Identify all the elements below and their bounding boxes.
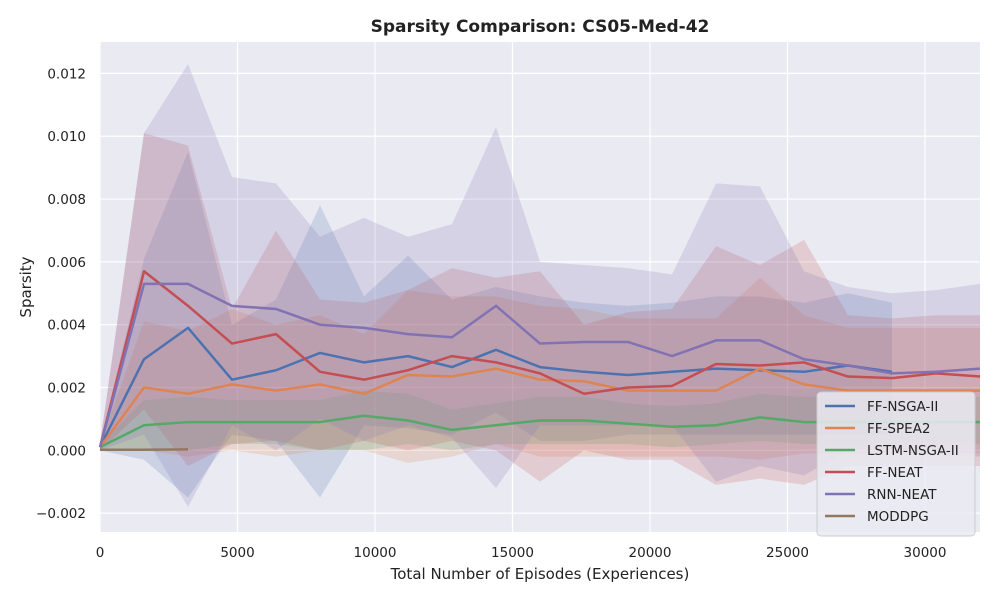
x-tick-label: 0 bbox=[96, 545, 105, 561]
chart-title: Sparsity Comparison: CS05-Med-42 bbox=[371, 17, 710, 37]
y-tick-labels: −0.002 0.000 0.002 0.004 0.006 0.008 0.010 0.01… bbox=[36, 66, 86, 522]
x-tick-labels: 0 5000 10000 15000 20000 25000 30000 bbox=[96, 545, 947, 561]
y-tick-label: 0.008 bbox=[47, 192, 86, 208]
y-tick-label: 0.002 bbox=[47, 381, 86, 397]
legend-label-lstm-nsga-ii: LSTM-NSGA-II bbox=[867, 443, 959, 459]
y-tick-label: 0.010 bbox=[47, 129, 86, 145]
legend: FF-NSGA-II FF-SPEA2 LSTM-NSGA-II FF-NEAT RNN… bbox=[816, 391, 976, 537]
line-ff-spea2 bbox=[98, 367, 980, 448]
band-ff-nsga-ii bbox=[100, 151, 892, 498]
x-tick-label: 10000 bbox=[354, 545, 397, 561]
y-tick-label: 0.012 bbox=[47, 66, 86, 82]
y-tick-label: 0.006 bbox=[47, 255, 86, 271]
x-tick-label: 30000 bbox=[904, 545, 947, 561]
y-tick-label: −0.002 bbox=[36, 506, 86, 522]
legend-label-rnn-neat: RNN-NEAT bbox=[867, 487, 937, 503]
line-rnn-neat bbox=[98, 282, 981, 448]
legend-label-ff-spea2: FF-SPEA2 bbox=[867, 421, 930, 437]
x-tick-label: 20000 bbox=[629, 545, 672, 561]
y-axis-label: Sparsity bbox=[17, 256, 35, 317]
line-ff-nsga-ii bbox=[98, 326, 893, 448]
y-tick-label: 0.000 bbox=[47, 443, 86, 459]
band-rnn-neat bbox=[100, 63, 980, 507]
x-tick-label: 5000 bbox=[220, 545, 254, 561]
band-ff-neat bbox=[100, 133, 980, 485]
legend-label-ff-neat: FF-NEAT bbox=[867, 465, 923, 481]
confidence-bands bbox=[100, 63, 980, 507]
x-axis-label: Total Number of Episodes (Experiences) bbox=[390, 565, 690, 583]
legend-box bbox=[816, 391, 976, 537]
legend-label-moddpg: MODDPG bbox=[867, 509, 929, 525]
x-tick-label: 15000 bbox=[491, 545, 534, 561]
line-ff-neat bbox=[98, 270, 981, 448]
x-tick-label: 25000 bbox=[766, 545, 809, 561]
y-tick-label: 0.004 bbox=[47, 318, 86, 334]
legend-label-ff-nsga-ii: FF-NSGA-II bbox=[867, 399, 938, 415]
